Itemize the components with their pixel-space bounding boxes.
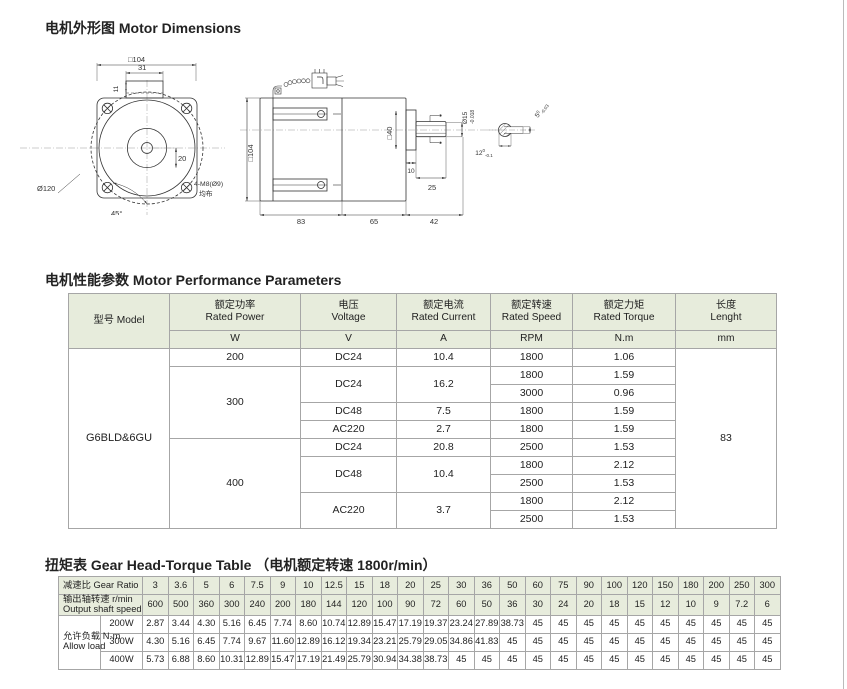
svg-text:□40: □40 [385,127,394,140]
svg-text:42: 42 [430,217,438,226]
svg-text:25: 25 [428,183,436,192]
svg-text:120-0.1: 120-0.1 [475,148,493,158]
svg-text:-0.018: -0.018 [470,110,476,124]
svg-text:10: 10 [407,168,415,175]
svg-text:83: 83 [297,217,305,226]
svg-text:Ø15: Ø15 [462,111,469,124]
svg-text:50-0.03: 50-0.03 [533,101,550,120]
svg-text:□104: □104 [246,144,255,161]
svg-text:65: 65 [370,217,378,226]
